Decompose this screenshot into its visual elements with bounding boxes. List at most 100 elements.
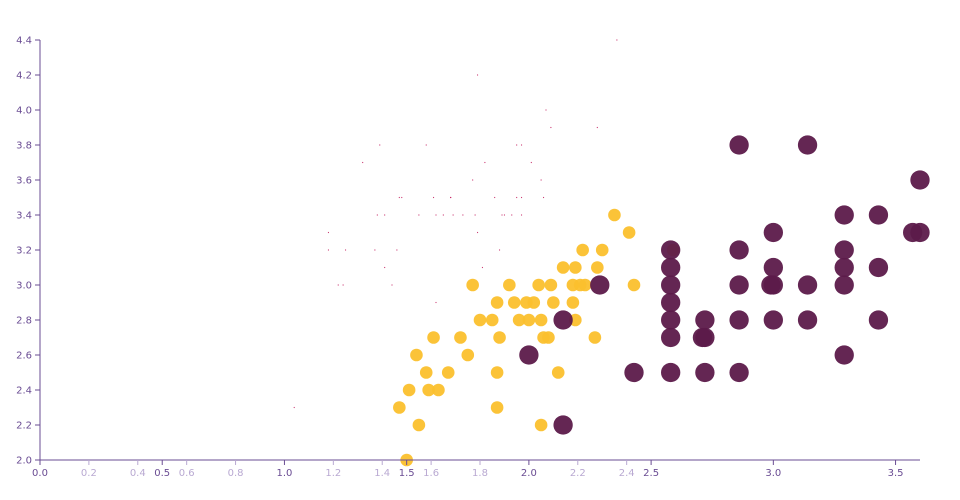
x-tick-label: 0.8: [228, 468, 244, 479]
data-point: [474, 214, 476, 216]
data-point: [729, 240, 749, 260]
data-point: [797, 135, 818, 155]
data-point: [569, 261, 582, 274]
data-point: [498, 249, 501, 251]
x-tick-label: 2.0: [521, 468, 537, 479]
data-point: [588, 331, 602, 344]
y-tick-label: 2.0: [16, 456, 32, 467]
data-point: [519, 345, 539, 365]
data-point: [542, 196, 545, 199]
data-point: [551, 366, 565, 379]
data-point: [401, 196, 403, 199]
data-point: [427, 331, 440, 344]
x-tick-label: 0.5: [154, 468, 170, 479]
data-point: [412, 418, 426, 432]
data-point: [344, 249, 347, 251]
data-point: [516, 196, 518, 199]
data-point: [490, 296, 504, 309]
points-layer: [293, 39, 930, 467]
data-point: [661, 257, 681, 278]
x-tick-label: 1.6: [423, 468, 439, 479]
data-point: [454, 331, 467, 344]
data-point: [485, 313, 499, 327]
y-tick-label: 2.6: [16, 351, 32, 362]
data-point: [472, 179, 474, 181]
data-point: [729, 310, 749, 330]
data-point: [481, 266, 484, 269]
data-point: [466, 278, 479, 292]
data-point: [661, 327, 681, 348]
data-point: [692, 327, 713, 348]
data-point: [763, 310, 783, 330]
data-point: [442, 214, 444, 216]
data-point: [834, 205, 854, 225]
data-point: [797, 310, 818, 330]
data-point: [342, 284, 344, 286]
data-point: [591, 261, 604, 274]
data-point: [763, 222, 783, 243]
x-tick-label: 2.2: [570, 468, 586, 479]
data-point: [661, 362, 681, 383]
data-point: [384, 214, 386, 216]
data-point: [503, 214, 506, 216]
data-point: [327, 231, 330, 234]
data-point: [391, 284, 393, 286]
data-point: [337, 284, 339, 286]
data-point: [627, 278, 641, 292]
data-point: [396, 249, 398, 251]
y-axis-ticks: 2.0 2.2 2.4 2.6 2.8 3.0 3.2 3.4 3.6 3.8 4.0 4.2 4.4: [16, 36, 40, 467]
data-point: [556, 261, 570, 274]
x-tick-label: 1.0: [276, 468, 292, 479]
data-point: [441, 366, 455, 379]
data-point: [432, 196, 435, 199]
y-tick-label: 4.2: [16, 71, 32, 82]
data-point: [511, 214, 513, 216]
data-point: [534, 418, 548, 432]
data-point: [473, 313, 487, 327]
x-tick-label: 1.4: [374, 468, 390, 479]
data-point: [834, 345, 854, 365]
data-point: [868, 205, 889, 225]
data-point: [450, 196, 452, 199]
data-point: [327, 249, 330, 251]
data-point: [545, 109, 547, 111]
x-tick-label: 3.5: [888, 468, 904, 479]
data-point: [624, 362, 644, 383]
data-point: [868, 257, 889, 278]
data-point: [763, 257, 783, 278]
data-point: [418, 214, 420, 216]
data-point: [362, 161, 364, 164]
data-point: [661, 310, 681, 330]
data-point: [910, 170, 930, 190]
data-point: [576, 243, 589, 257]
data-point: [622, 226, 636, 239]
y-tick-label: 3.0: [16, 281, 32, 292]
x-tick-label: 1.2: [325, 468, 341, 479]
data-point: [520, 144, 523, 146]
data-point: [452, 214, 454, 216]
data-point: [566, 296, 580, 309]
data-point: [435, 214, 437, 216]
x-tick-label: 0.2: [81, 468, 97, 479]
data-point: [462, 214, 464, 216]
data-point: [797, 275, 818, 295]
data-point: [490, 366, 504, 379]
data-point: [695, 310, 715, 330]
data-point: [530, 161, 532, 164]
data-point: [761, 275, 781, 295]
data-point: [532, 278, 545, 292]
data-point: [590, 275, 610, 295]
data-point: [522, 313, 536, 327]
data-point: [410, 348, 423, 362]
data-point: [494, 196, 496, 199]
data-point: [501, 214, 503, 216]
y-tick-label: 3.6: [16, 176, 32, 187]
data-point: [544, 278, 558, 292]
data-point: [550, 126, 552, 129]
axes-layer: 2.02.22.42.62.83.03.23.43.63.84.04.24.4 …: [16, 36, 920, 479]
x-tick-label: 0.6: [179, 468, 195, 479]
data-point: [435, 301, 437, 304]
data-point: [834, 257, 854, 278]
data-point: [573, 278, 587, 292]
data-point: [393, 401, 406, 414]
